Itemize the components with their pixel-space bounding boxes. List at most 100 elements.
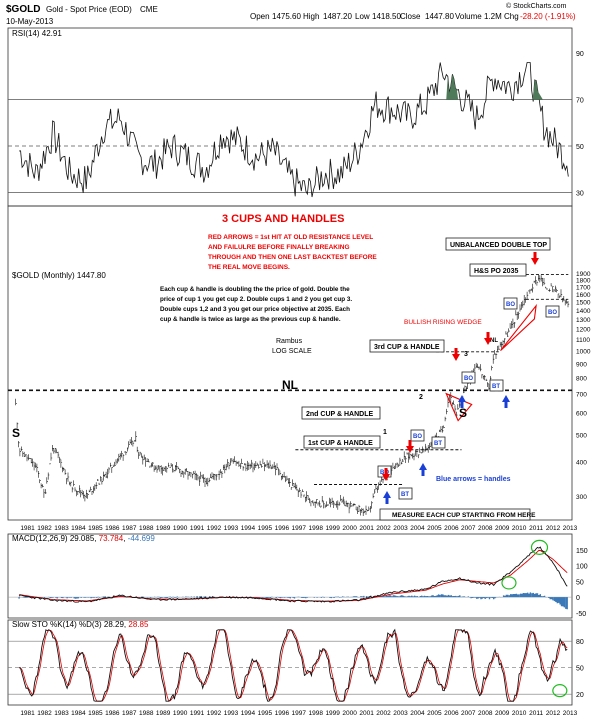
macd-signal-line [19,549,568,602]
macd-tick-label: 100 [576,564,588,571]
rsi-overbought-fill-2 [532,80,543,100]
x-tick-label-top: 1996 [275,525,290,532]
macd-panel [7,533,573,619]
x-tick-label-top: 2009 [495,525,510,532]
log-scale-label: LOG SCALE [272,348,312,355]
rsi-tick-label: 90 [576,51,584,58]
x-tick-label-top: 1995 [258,525,273,532]
red-note-line-3: THROUGH AND THEN ONE LAST BACKTEST BEFOR… [208,254,377,261]
x-tick-label-bottom: 2001 [359,710,374,717]
macd-circle-2 [530,539,549,555]
price-tick-label: 1400 [576,308,591,315]
blue-arrow-3 [458,395,466,408]
blue-arrows [383,395,510,504]
bo-bt-markers: BO BT BO BT BO BT BO BO [377,297,560,500]
macd-tick-label: -50 [576,611,586,618]
x-tick-label-top: 1994 [241,525,256,532]
price-tick-label: 300 [576,494,587,501]
measure-box [379,508,531,521]
blue-arrows-note: Blue arrows = handles [436,476,511,483]
x-tick-label-bottom: 1982 [37,710,52,717]
x-tick-label-top: 2011 [529,525,543,532]
x-tick-label-bottom: 1984 [71,710,86,717]
x-tick-label-top: 1986 [105,525,120,532]
price-series [8,273,572,516]
bo-box-3 [461,371,476,384]
cup1-box [303,435,381,449]
price-tick-label: 1500 [576,300,591,307]
bt-label-2: BT [434,441,442,447]
sto-circle [552,684,568,698]
red-arrow-3 [452,348,460,361]
x-tick-label-bottom: 2013 [563,710,578,717]
x-tick-label-bottom: 2010 [512,710,527,717]
rsi-tick-label: 70 [576,98,584,105]
blue-arrow-1 [383,491,391,504]
volume-label: Volume [455,12,482,21]
x-tick-label-bottom: 1993 [224,710,239,717]
x-tick-label-top: 1991 [190,525,205,532]
x-tick-label-top: 2004 [410,525,425,532]
red-arrow-5 [531,252,539,265]
cup1-label: 1st CUP & HANDLE [308,440,373,447]
sto-d-line [19,629,568,702]
body-line-4: cup & handle is twice as large as the pr… [160,316,341,323]
x-tick-label-top: 1993 [224,525,239,532]
x-tick-label-bottom: 2008 [478,710,493,717]
unbalanced-box [445,237,551,251]
header-date: 10-May-2013 [6,17,54,26]
x-tick-label-bottom: 1989 [156,710,171,717]
rising-wedge [500,303,537,352]
copyright: © StockCharts.com [506,2,567,10]
macd-histogram [18,592,568,610]
x-tick-label-top: 1981 [20,525,35,532]
x-tick-label-top: 1987 [122,525,137,532]
measure-label: MEASURE EACH CUP STARTING FROM HERE [392,512,536,519]
cup2-label: 2nd CUP & HANDLE [306,411,373,418]
x-tick-label-bottom: 2009 [495,710,510,717]
x-tick-label-top: 2000 [342,525,357,532]
x-tick-label-bottom: 1991 [190,710,205,717]
macd-tick-label: 150 [576,548,588,555]
rsi-tick-label: 30 [576,190,584,197]
x-tick-label-bottom: 1996 [275,710,290,717]
price-tick-label: 1600 [576,292,591,299]
right-shoulder-label: S [459,406,467,420]
cup3-box [369,339,445,353]
cup-number-1: 1 [383,429,387,436]
price-tick-label: 1900 [576,271,591,278]
low-value: 1418.50 [372,12,401,21]
chg-label: Chg [504,12,519,21]
x-tick-label-top: 1985 [88,525,103,532]
rsi-panel [7,27,573,207]
price-tick-label: 700 [576,392,587,399]
cup-number-2: 2 [419,394,423,401]
x-tick-label-bottom: 1999 [325,710,340,717]
cup2-box [301,406,381,420]
price-tick-label: 1300 [576,317,591,324]
rsi-tick-label: 50 [576,144,584,151]
x-tick-label-bottom: 1995 [258,710,273,717]
bo-label-4: BO [506,302,515,308]
bo-label-2: BO [413,434,422,440]
x-tick-label-bottom: 1998 [308,710,323,717]
price-tick-label: 400 [576,459,587,466]
x-tick-label-bottom: 1986 [105,710,120,717]
price-tick-label: 1100 [576,337,590,344]
left-shoulder-label: S [12,426,20,440]
x-tick-label-bottom: 1992 [207,710,222,717]
red-note-line-1: RED ARROWS = 1st HIT AT OLD RESISTANCE L… [208,234,373,241]
nl-small-label: NL [490,338,498,344]
unbalanced-label: UNBALANCED DOUBLE TOP [450,242,547,249]
price-tick-label: 1200 [576,327,591,334]
rsi-overbought-fill-1 [446,74,459,100]
x-tick-label-top: 2001 [359,525,374,532]
bt-box-3 [489,379,504,392]
x-tick-label-bottom: 2002 [376,710,391,717]
x-tick-label-bottom: 2000 [342,710,357,717]
price-tick-label: 600 [576,410,587,417]
wedge-label: BULLISH RISING WEDGE [404,319,482,326]
x-tick-label-bottom: 1987 [122,710,137,717]
x-tick-label-top: 1989 [156,525,171,532]
sto-label: Slow STO %K(14) %D(3) 28.29, 28.85 [12,620,149,629]
